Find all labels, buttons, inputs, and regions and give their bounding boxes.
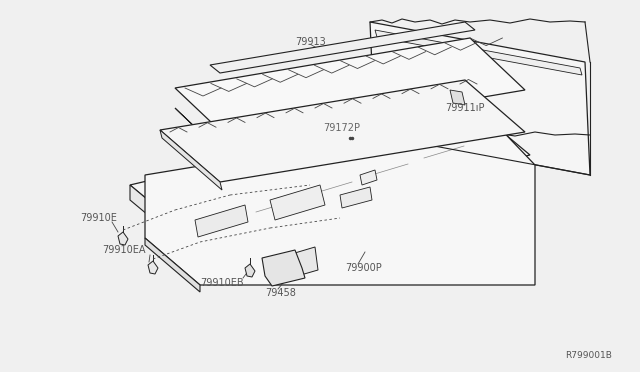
Text: 79900P: 79900P (345, 263, 381, 273)
Polygon shape (175, 38, 525, 140)
Text: 79910E: 79910E (80, 213, 117, 223)
Polygon shape (148, 261, 158, 274)
Text: 79910EB: 79910EB (200, 278, 244, 288)
Polygon shape (160, 80, 525, 182)
Polygon shape (450, 90, 465, 105)
Polygon shape (130, 105, 530, 235)
Text: R799001B: R799001B (565, 350, 612, 359)
Polygon shape (340, 187, 372, 208)
Polygon shape (118, 232, 128, 245)
Text: 79172P: 79172P (323, 123, 360, 133)
Polygon shape (245, 264, 255, 277)
Polygon shape (370, 22, 590, 175)
Polygon shape (130, 185, 190, 250)
Text: 79911ıP: 79911ıP (445, 103, 484, 113)
Polygon shape (160, 130, 222, 190)
Text: 79458: 79458 (265, 288, 296, 298)
Polygon shape (195, 205, 248, 237)
Polygon shape (375, 30, 582, 75)
Polygon shape (175, 108, 235, 165)
Polygon shape (270, 185, 325, 220)
Polygon shape (145, 118, 535, 285)
Polygon shape (360, 170, 377, 185)
Text: 79913: 79913 (295, 37, 326, 47)
Polygon shape (210, 22, 475, 73)
Polygon shape (145, 238, 200, 292)
Text: 79910EA: 79910EA (102, 245, 145, 255)
Polygon shape (278, 247, 318, 281)
Polygon shape (262, 250, 305, 286)
